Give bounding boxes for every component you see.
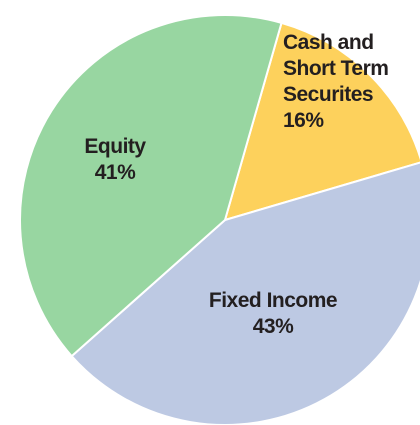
category-label: Equity (84, 135, 146, 158)
slice-label: Fixed Income 43% (173, 288, 373, 340)
value-label: 16% (283, 109, 324, 132)
slice-label: Equity 41% (60, 134, 170, 186)
category-label: Fixed Income (208, 289, 338, 312)
slice-label: Cash and Short Term Securites 16% (283, 30, 413, 134)
pie-slice (19, 14, 283, 358)
category-label: Cash and Short Term Securites (283, 31, 389, 106)
pie-slice (70, 161, 420, 425)
value-label: 43% (252, 315, 294, 338)
pie-slice (223, 21, 420, 222)
value-label: 41% (94, 161, 136, 184)
